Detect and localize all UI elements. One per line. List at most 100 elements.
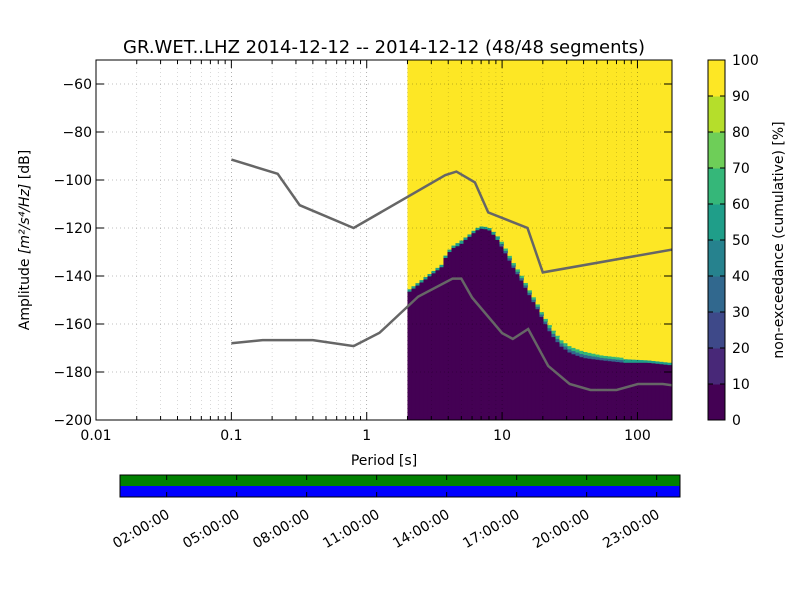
heatmap-transition-cell <box>551 333 556 338</box>
heatmap-transition-cell <box>583 348 588 353</box>
heatmap-transition-cell <box>415 282 420 286</box>
heatmap-transition-cell <box>507 257 512 261</box>
timeline-tick-label: 05:00:00 <box>180 507 242 552</box>
y-tick-label: −160 <box>54 317 92 333</box>
heatmap-transition-cell <box>607 358 612 362</box>
heatmap-transition-cell <box>615 359 620 363</box>
heatmap-transition-cell <box>643 359 648 363</box>
heatmap-transition-cell <box>559 339 564 344</box>
heatmap-transition-cell <box>515 266 520 270</box>
colorbar-tick-label: 100 <box>732 53 759 69</box>
heatmap-transition-cell <box>539 314 544 317</box>
heatmap-transition-cell <box>415 280 420 284</box>
heatmap-low-cell <box>551 336 556 420</box>
heatmap-transition-cell <box>515 269 520 272</box>
heatmap-transition-cell <box>479 226 484 229</box>
heatmap-transition-cell <box>607 353 612 357</box>
heatmap-transition-cell <box>419 277 424 281</box>
heatmap-transition-cell <box>503 248 508 251</box>
heatmap-low-cell <box>463 239 468 420</box>
heatmap-transition-cell <box>599 352 604 356</box>
heatmap-transition-cell <box>527 287 532 291</box>
heatmap-transition-cell <box>483 226 488 230</box>
heatmap-low-cell <box>487 230 492 420</box>
heatmap-low-cell <box>423 279 428 420</box>
heatmap-low-cell <box>407 291 412 420</box>
heatmap-transition-cell <box>491 228 496 232</box>
timeline-tick-label: 23:00:00 <box>600 507 662 552</box>
heatmap-transition-cell <box>575 345 580 350</box>
heatmap-transition-cell <box>535 306 540 310</box>
heatmap-transition-cell <box>503 245 508 249</box>
heatmap-transition-cell <box>563 339 568 344</box>
heatmap-transition-cell <box>503 250 508 254</box>
heatmap-low-cell <box>647 362 652 420</box>
timeline-bar-used <box>120 486 680 497</box>
colorbar-segments <box>708 60 725 421</box>
heatmap-low-cell <box>491 234 496 420</box>
heatmap-low-cell <box>483 228 488 420</box>
heatmap-transition-cell <box>467 231 472 235</box>
timeline-tick-label: 17:00:00 <box>460 507 522 552</box>
heatmap-transition-cell <box>615 356 620 360</box>
heatmap-low-cell <box>643 362 648 420</box>
heatmap-transition-cell <box>463 237 468 240</box>
heatmap-transition-cell <box>467 234 472 237</box>
heatmap-transition-cell <box>631 359 636 363</box>
heatmap-transition-cell <box>635 359 640 363</box>
heatmap-transition-cell <box>591 356 596 360</box>
heatmap-low-cell <box>439 266 444 420</box>
heatmap-transition-cell <box>507 253 512 256</box>
heatmap-transition-cell <box>627 355 632 360</box>
heatmap-transition-cell <box>495 232 500 237</box>
heatmap-transition-cell <box>595 356 600 360</box>
heatmap-transition-cell <box>531 299 536 303</box>
heatmap-transition-cell <box>603 353 608 356</box>
heatmap-transition-cell <box>535 304 540 307</box>
colorbar-ticks: 0 10 20 30 40 50 60 70 80 90 100 <box>708 53 759 429</box>
heatmap-transition-cell <box>643 357 648 361</box>
heatmap-low-cell <box>575 355 580 420</box>
heatmap-transition-cell <box>459 240 464 244</box>
heatmap-low-cell <box>567 352 572 420</box>
y-axis-label-units: [m²/s⁴/Hz] <box>17 184 33 254</box>
heatmap-transition-cell <box>667 359 672 363</box>
colorbar-segment <box>708 132 725 169</box>
colorbar-segment <box>708 60 725 97</box>
heatmap-low-cell <box>571 353 576 420</box>
heatmap-low-cell <box>563 349 568 420</box>
heatmap-transition-cell <box>615 354 620 358</box>
heatmap-low-cell <box>559 346 564 420</box>
colorbar-segment <box>708 348 725 385</box>
heatmap-transition-cell <box>471 227 476 231</box>
y-tick-label: −120 <box>54 221 92 237</box>
heatmap-transition-cell <box>439 264 444 268</box>
heatmap-transition-cell <box>567 342 572 347</box>
heatmap-transition-cell <box>439 262 444 265</box>
heatmap-transition-cell <box>547 327 552 332</box>
heatmap-low-cell <box>547 330 552 420</box>
heatmap-transition-cell <box>595 354 600 358</box>
heatmap-transition-cell <box>655 358 660 362</box>
y-tick-label: −60 <box>62 77 92 93</box>
timeline-frame <box>119 474 681 498</box>
heatmap-transition-cell <box>567 345 572 350</box>
heatmap-low-cell <box>627 362 632 420</box>
heatmap-transition-cell <box>583 351 588 356</box>
heatmap-low-cell <box>443 257 448 420</box>
heatmap-transition-cell <box>663 361 668 365</box>
heatmap-transition-cell <box>559 343 564 347</box>
heatmap-transition-cell <box>611 354 616 357</box>
colorbar-tick-label: 80 <box>732 125 750 141</box>
heatmap-low-cell <box>411 288 416 420</box>
grid-layer <box>96 60 672 420</box>
heatmap-transition-cell <box>431 270 436 274</box>
x-tick-label: 10 <box>493 428 511 444</box>
heatmap-low-cell <box>655 363 660 420</box>
colorbar-tick-label: 0 <box>732 413 741 429</box>
x-tick-label: 100 <box>624 428 651 444</box>
colorbar-tick-label: 30 <box>732 305 750 321</box>
chart-title: GR.WET..LHZ 2014-12-12 -- 2014-12-12 (48… <box>123 37 645 58</box>
heatmap-transition-cell <box>603 355 608 359</box>
heatmap-low-cell <box>419 282 424 420</box>
